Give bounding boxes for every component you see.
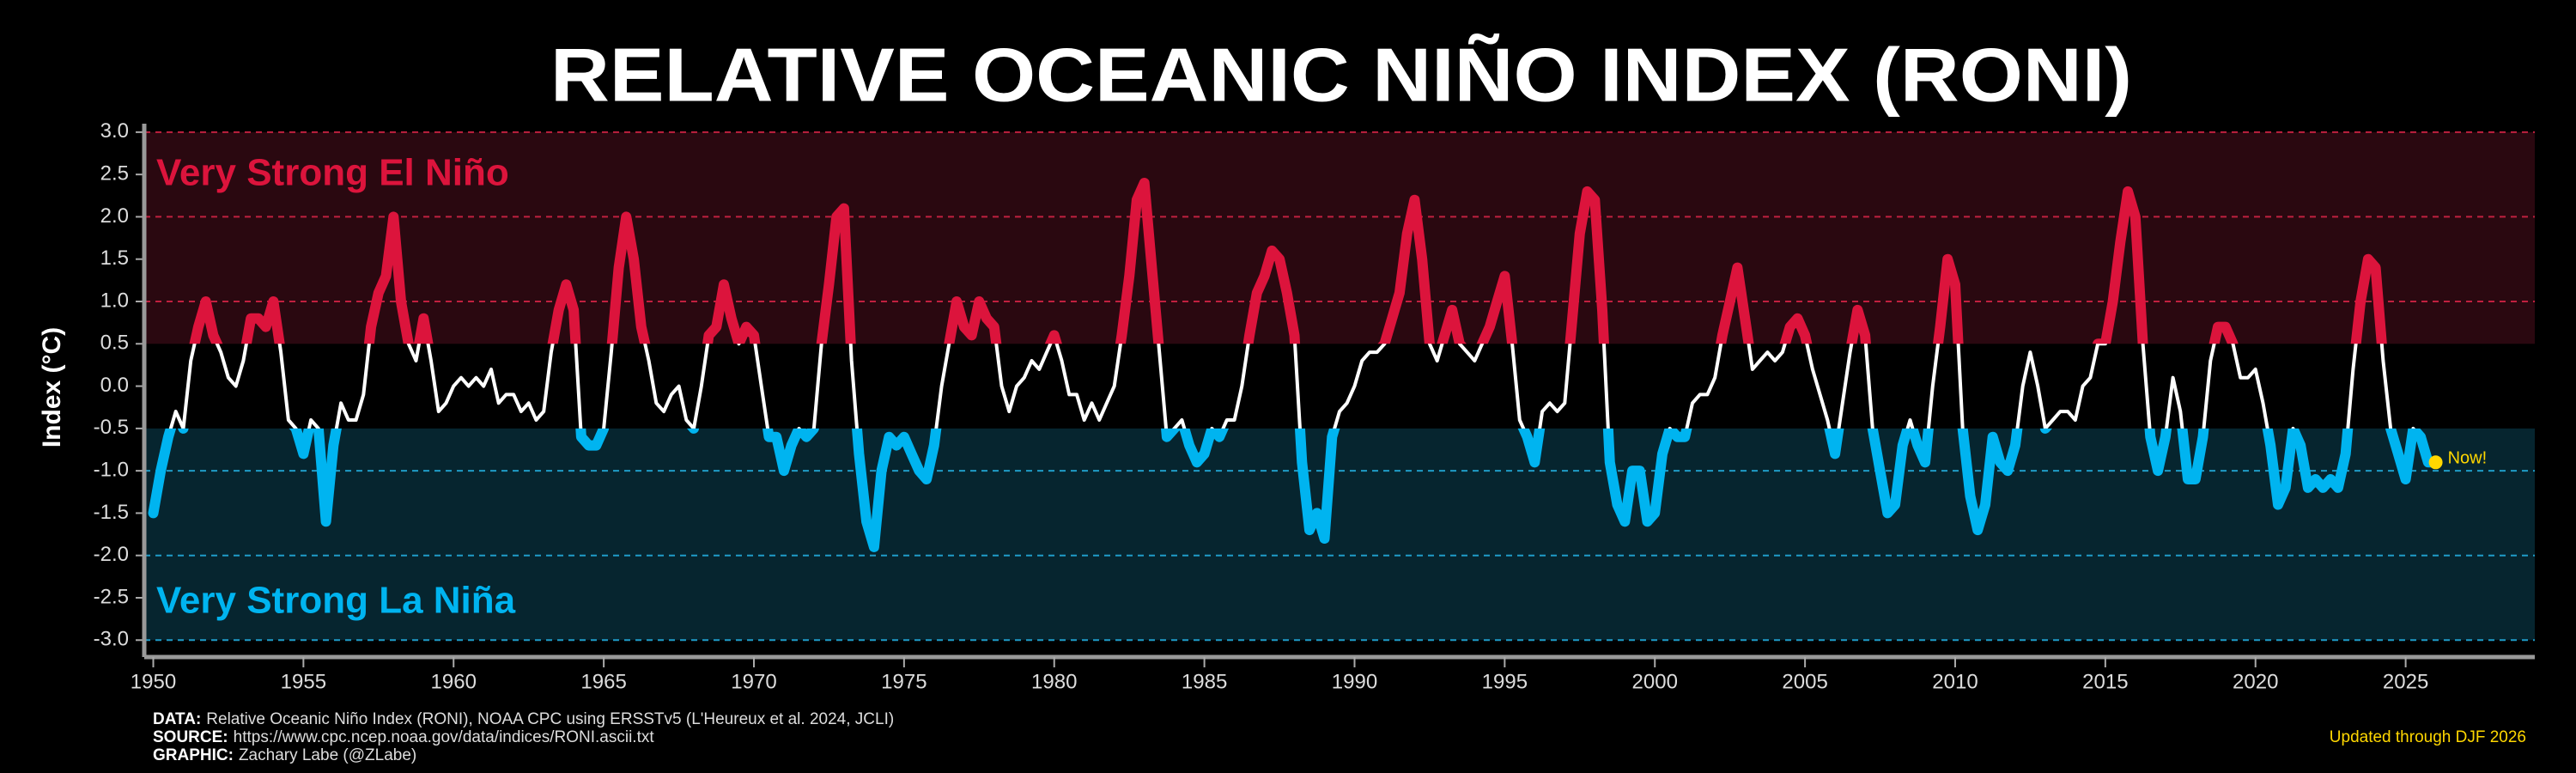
source-note: DATA: Relative Oceanic Niño Index (RONI),… xyxy=(153,710,894,728)
now-label: Now! xyxy=(2448,449,2488,468)
note-text: Zachary Labe (@ZLabe) xyxy=(239,746,416,764)
x-tick-label: 1950 xyxy=(131,670,176,693)
y-tick-label: -1.0 xyxy=(94,458,129,481)
y-tick-label: -3.0 xyxy=(94,628,129,651)
note-text: Relative Oceanic Niño Index (RONI), NOAA… xyxy=(206,710,894,728)
note-label: DATA: xyxy=(153,710,201,728)
x-tick-label: 1955 xyxy=(281,670,326,693)
x-tick-label: 2010 xyxy=(1932,670,1978,693)
source-note: SOURCE: https://www.cpc.ncep.noaa.gov/dat… xyxy=(153,728,654,746)
y-tick-label: 0.0 xyxy=(100,374,129,397)
now-marker xyxy=(2428,455,2443,470)
y-tick-label: 2.0 xyxy=(100,204,129,228)
y-tick-label: 2.5 xyxy=(100,161,129,185)
note-label: SOURCE: xyxy=(153,728,228,746)
y-tick-label: -1.5 xyxy=(94,501,129,524)
x-tick-label: 2020 xyxy=(2233,670,2278,693)
y-axis-label: Index (°C) xyxy=(38,327,66,447)
x-tick-label: 1985 xyxy=(1182,670,1227,693)
y-tick-label: 1.0 xyxy=(100,289,129,312)
x-tick-label: 2015 xyxy=(2082,670,2128,693)
x-tick-label: 1960 xyxy=(431,670,477,693)
updated-note: Updated through DJF 2026 xyxy=(2330,728,2526,746)
x-tick-label: 2005 xyxy=(1782,670,1827,693)
el-nino-highlight xyxy=(189,178,2387,344)
la-nina-band xyxy=(144,428,2535,641)
y-tick-label: 0.5 xyxy=(100,332,129,355)
la-nina-label: Very Strong La Niña xyxy=(156,580,516,622)
x-tick-label: 1975 xyxy=(881,670,927,693)
y-tick-label: -0.5 xyxy=(94,416,129,439)
y-tick-label: -2.0 xyxy=(94,543,129,566)
note-text: https://www.cpc.ncep.noaa.gov/data/indic… xyxy=(234,728,655,746)
x-tick-label: 2025 xyxy=(2383,670,2428,693)
x-tick-label: 2000 xyxy=(1632,670,1678,693)
note-label: GRAPHIC: xyxy=(153,746,234,764)
chart-title: RELATIVE OCEANIC NIÑO INDEX (RONI) xyxy=(550,32,2132,117)
el-nino-label: Very Strong El Niño xyxy=(156,152,509,194)
x-tick-label: 1990 xyxy=(1332,670,1377,693)
x-tick-label: 1980 xyxy=(1031,670,1077,693)
x-tick-label: 1965 xyxy=(580,670,626,693)
y-tick-label: 3.0 xyxy=(100,119,129,143)
y-tick-label: 1.5 xyxy=(100,247,129,270)
y-tick-label: -2.5 xyxy=(94,585,129,608)
x-tick-label: 1970 xyxy=(731,670,776,693)
x-tick-label: 1995 xyxy=(1482,670,1528,693)
source-note: GRAPHIC: Zachary Labe (@ZLabe) xyxy=(153,746,416,764)
